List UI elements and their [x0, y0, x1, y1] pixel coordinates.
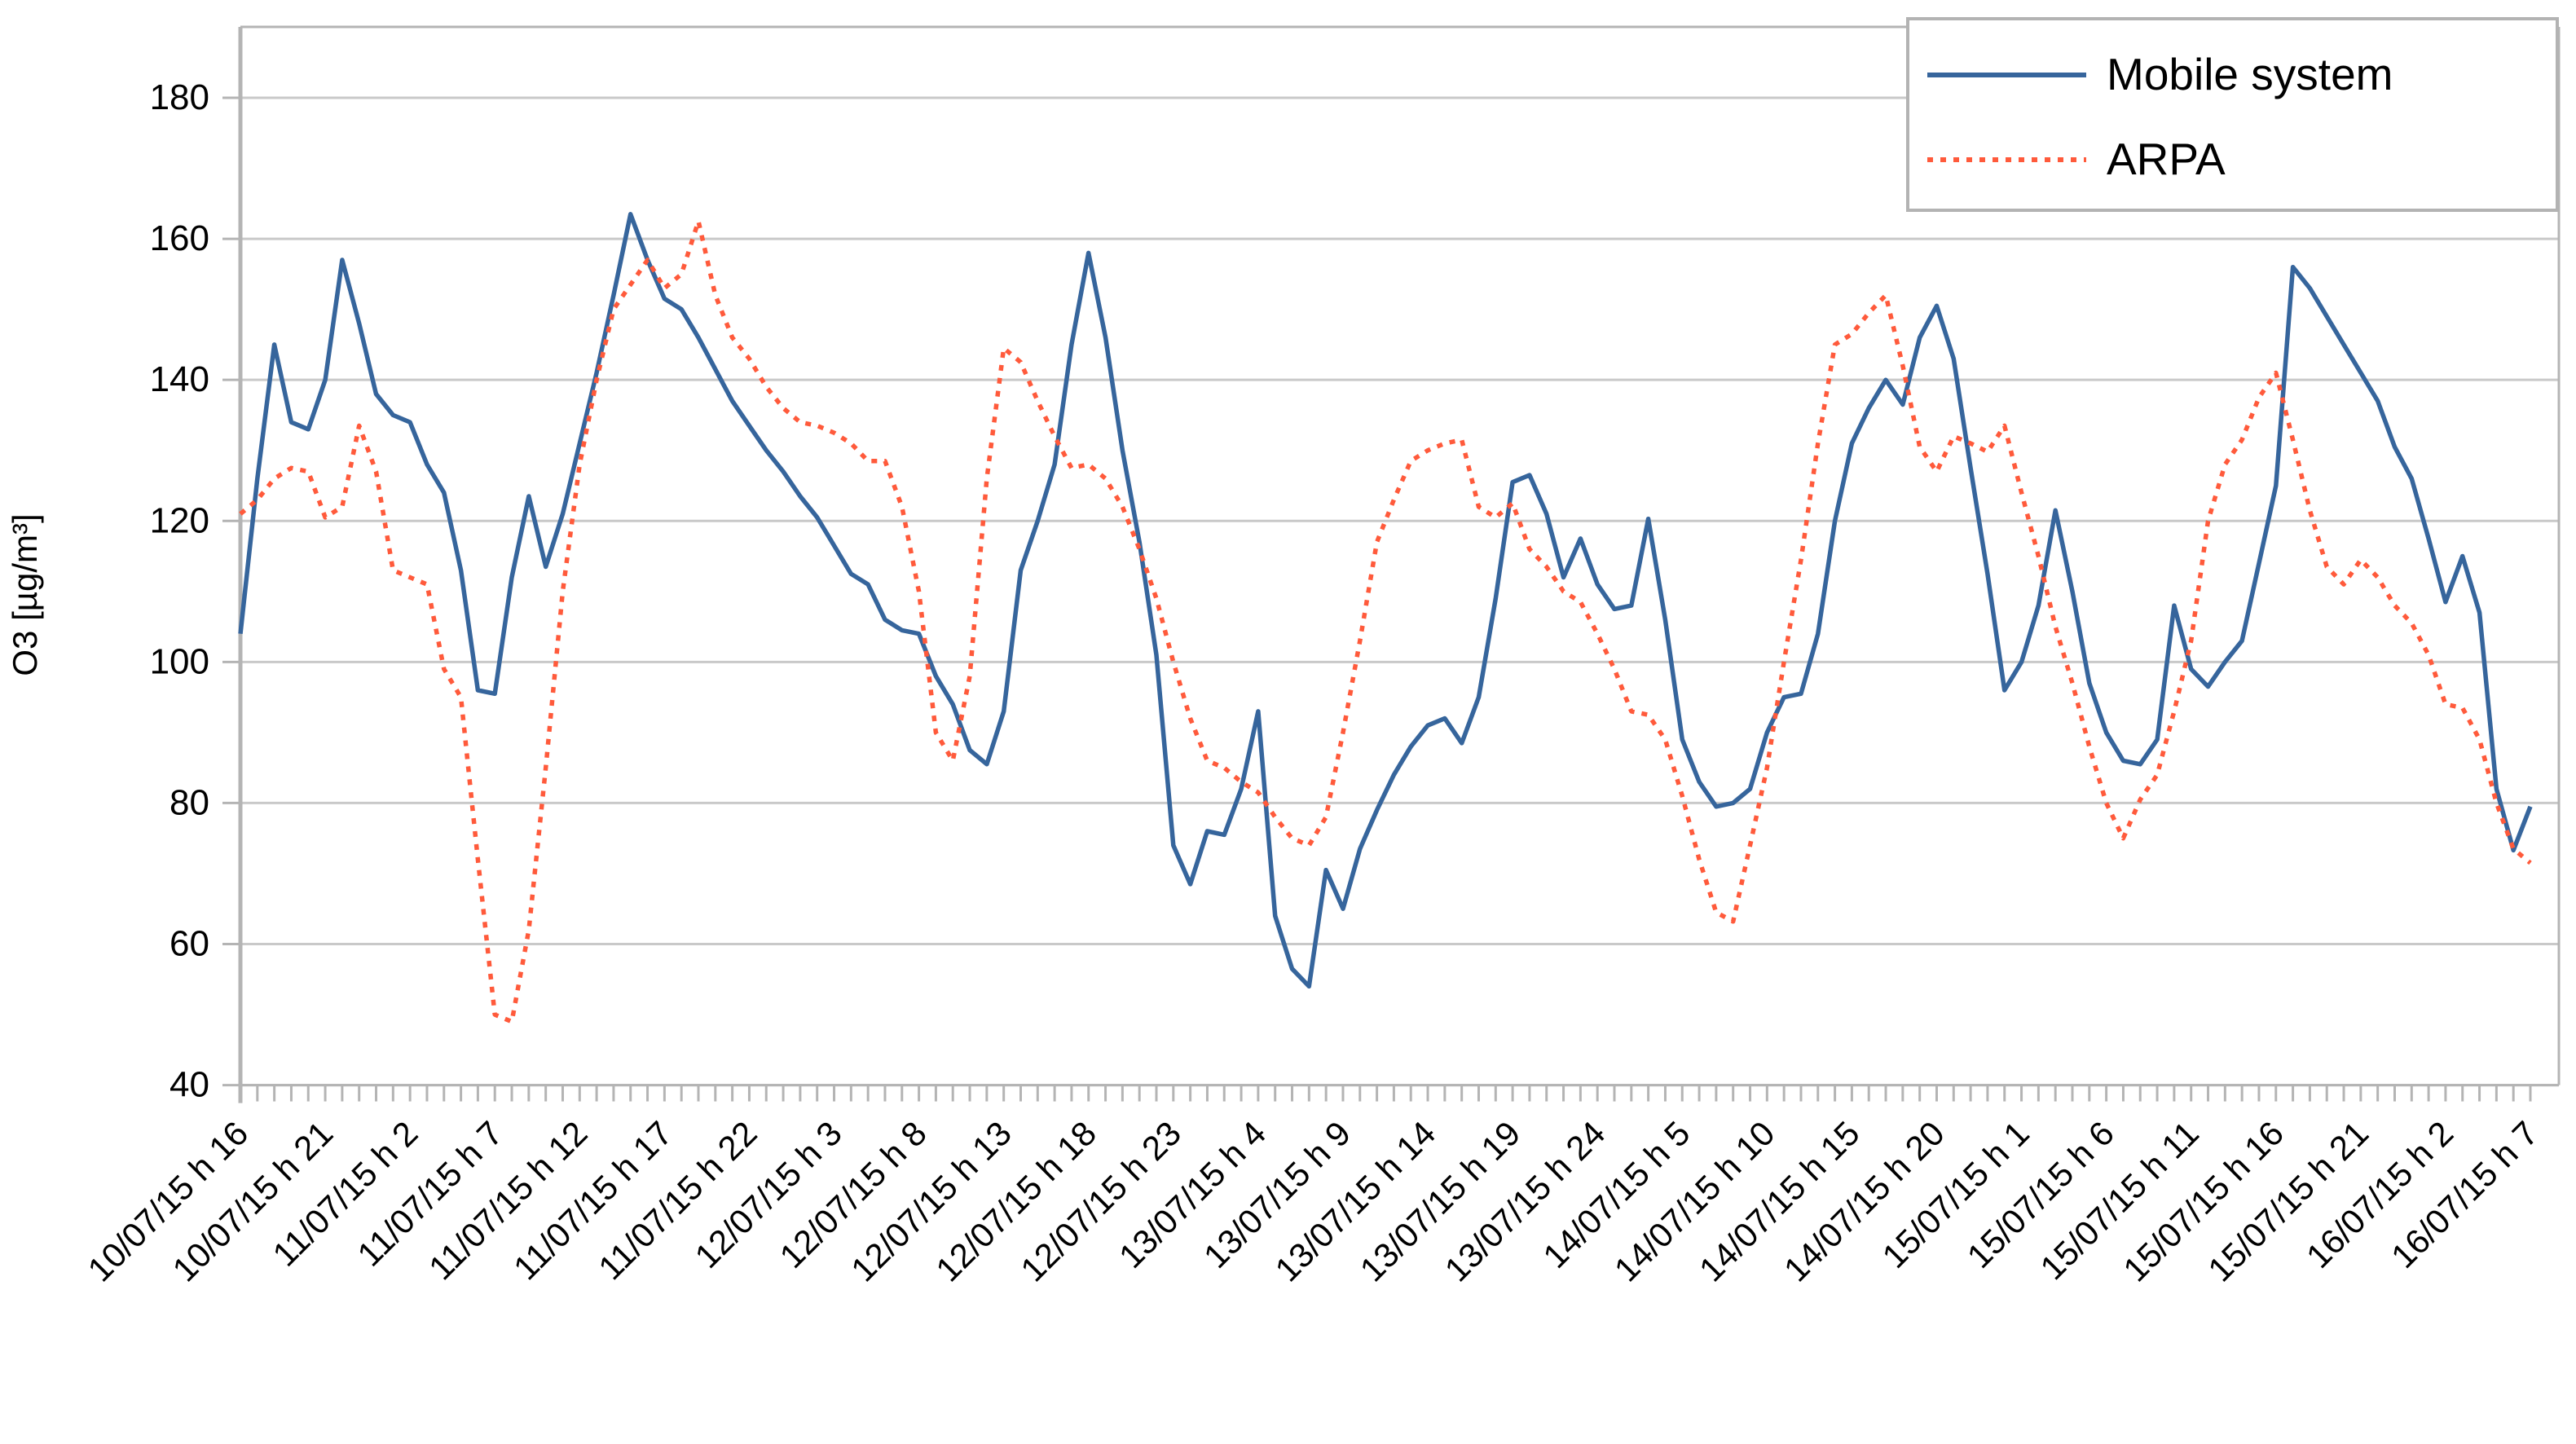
- gridlines: [240, 96, 2559, 1087]
- x-tick-label: 13/07/15 h 4: [1112, 1114, 1273, 1275]
- y-tick-label: 100: [150, 641, 209, 681]
- x-tick-label: 14/07/15 h 5: [1535, 1114, 1697, 1275]
- legend: Mobile system ARPA: [1906, 17, 2559, 212]
- x-tick-label: 16/07/15 h 7: [2384, 1114, 2545, 1275]
- x-tick-label: 12/07/15 h 3: [688, 1114, 849, 1275]
- x-tick-label: 15/07/15 h 1: [1875, 1114, 2037, 1275]
- axis-ticks: [222, 96, 2532, 1102]
- y-tick-label: 140: [150, 359, 209, 399]
- y-axis-labels: 40 60 80 100 120 140 160 180: [150, 77, 209, 1105]
- x-tick-label: 13/07/15 h 9: [1196, 1114, 1358, 1275]
- data-series: [238, 212, 2533, 1024]
- y-tick-label: 80: [170, 782, 209, 822]
- legend-label-arpa: ARPA: [2107, 134, 2226, 184]
- x-tick-label: 16/07/15 h 2: [2299, 1114, 2460, 1275]
- y-tick-label: 120: [150, 500, 209, 540]
- x-tick-label: 12/07/15 h 8: [773, 1114, 934, 1275]
- series-mobile-system: [238, 212, 2533, 989]
- legend-box: [1906, 17, 2559, 212]
- x-tick-label: 15/07/15 h 6: [1960, 1114, 2121, 1275]
- y-axis-title: O3 [µg/m³]: [6, 513, 44, 676]
- y-tick-label: 40: [170, 1065, 209, 1105]
- y-tick-label: 60: [170, 924, 209, 964]
- y-tick-label: 160: [150, 218, 209, 258]
- series-arpa: [239, 218, 2532, 1024]
- legend-label-mobile-system: Mobile system: [2107, 49, 2393, 99]
- y-tick-label: 180: [150, 77, 209, 117]
